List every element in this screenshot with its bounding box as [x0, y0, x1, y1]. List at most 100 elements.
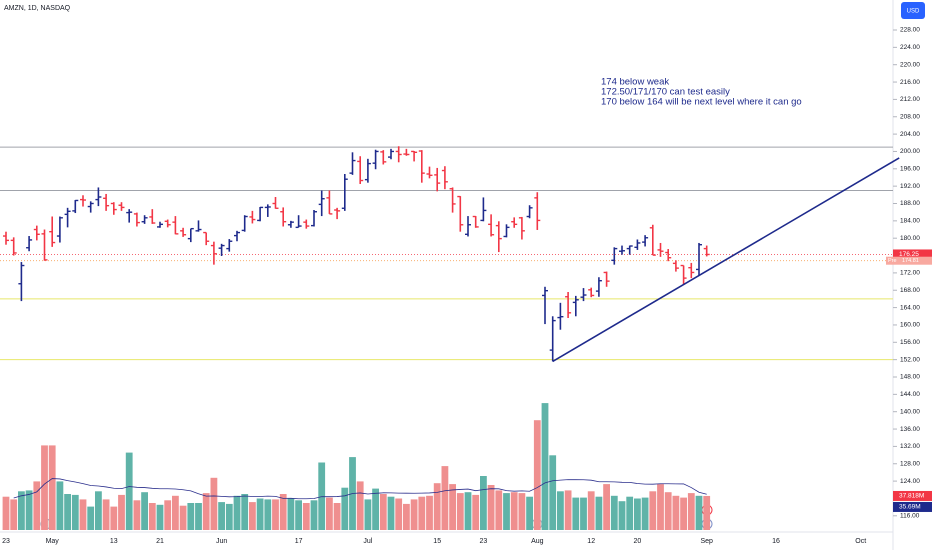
volume-bar: [25, 490, 33, 530]
volume-bar: [356, 481, 364, 530]
volume-bar: [503, 493, 510, 530]
volume-bar: [372, 488, 379, 530]
volume-bar: [141, 492, 148, 530]
volume-bar: [449, 484, 456, 530]
currency-button[interactable]: [901, 2, 925, 19]
symbol-title: AMZN, 1D, NASDAQ: [4, 5, 71, 12]
volume-bar: [179, 505, 187, 530]
volume-bar: [626, 496, 634, 530]
volume-bar: [364, 499, 372, 530]
y-tick-label: 196.00: [900, 166, 920, 173]
volume-bar: [295, 500, 302, 530]
x-tick-label: Jun: [216, 538, 227, 545]
volume-bar: [148, 503, 156, 530]
volume-bar: [495, 490, 503, 530]
y-tick-label: 208.00: [900, 113, 920, 120]
volume-bar: [64, 494, 71, 530]
volume-bar: [441, 466, 449, 530]
x-tick-label: 16: [772, 538, 780, 545]
y-tick-label: 144.00: [900, 391, 920, 398]
volume-bar: [541, 403, 549, 530]
y-tick-label: 140.00: [900, 408, 920, 415]
volume-bar: [41, 445, 48, 530]
x-tick-label: 20: [634, 538, 642, 545]
volume-bar: [133, 500, 141, 530]
y-tick-label: 180.00: [900, 235, 920, 242]
volume-bar: [518, 493, 526, 530]
volume-ma-label: 35.69M: [899, 504, 921, 511]
currency-label[interactable]: USD: [907, 9, 920, 15]
volume-bar: [287, 498, 295, 530]
volume-bar: [33, 481, 41, 530]
y-tick-label: 216.00: [900, 79, 920, 86]
trendline: [552, 157, 900, 363]
volume-bar: [480, 476, 487, 530]
x-tick-label: 21: [156, 538, 164, 545]
annotation-line: 170 below 164 will be next level where i…: [601, 97, 802, 108]
x-tick-label: Jul: [363, 538, 372, 545]
volume-bar: [241, 494, 249, 530]
volume-bar: [487, 485, 495, 530]
y-tick-label: 164.00: [900, 304, 920, 311]
volume-bar: [403, 503, 410, 530]
volume-bar: [302, 503, 310, 530]
y-tick-label: 184.00: [900, 218, 920, 225]
volume-bar: [564, 490, 572, 530]
volume-bar: [187, 503, 195, 530]
volume-bar: [680, 497, 687, 530]
volume-bar: [649, 491, 657, 530]
volume-bar: [533, 420, 541, 530]
volume-bar: [433, 483, 441, 530]
y-tick-label: 156.00: [900, 339, 920, 346]
volume-bar: [279, 494, 287, 530]
volume-bar: [341, 487, 349, 530]
y-tick-label: 168.00: [900, 287, 920, 294]
volume-bar: [71, 494, 79, 530]
volume-bar: [225, 503, 233, 530]
volume-bar: [657, 484, 664, 530]
volume-bar: [256, 498, 264, 530]
volume-ma-box: [893, 501, 932, 512]
volume-bar: [102, 499, 110, 530]
last-price-box: [893, 249, 932, 260]
volume-bar: [156, 504, 164, 530]
volume-bar: [264, 499, 272, 530]
x-tick-label: May: [46, 538, 60, 545]
volume-bar: [233, 495, 241, 530]
volume-bar: [387, 496, 395, 530]
y-tick-label: 192.00: [900, 183, 920, 190]
annotation: 174 below weak 172.50/171/170 can test e…: [601, 77, 802, 108]
y-tick-label: 172.00: [900, 270, 920, 277]
volume-bar: [618, 501, 626, 530]
y-tick-label: 116.00: [900, 513, 920, 520]
volume-bar: [10, 499, 18, 530]
volume-ma-line: [13, 478, 707, 500]
x-tick-label: 13: [110, 538, 118, 545]
volume-bar: [333, 503, 341, 530]
volume-bar: [48, 445, 56, 530]
y-tick-label: 128.00: [900, 460, 920, 467]
volume-bar: [672, 495, 680, 530]
volume-bar: [472, 494, 480, 530]
y-tick-label: 200.00: [900, 148, 920, 155]
y-tick-label: 136.00: [900, 426, 920, 433]
volume-bar: [210, 477, 218, 530]
annotation-line: 174 below weak: [601, 77, 669, 88]
volume-bar: [603, 484, 610, 530]
volume-bar: [164, 500, 172, 530]
volume-bar: [549, 455, 557, 530]
volume-bar: [695, 495, 703, 530]
pre-market-label: 174.81: [902, 258, 919, 264]
volume-bar: [218, 502, 225, 530]
volume-bar: [595, 496, 603, 530]
x-tick-label: Sep: [700, 538, 713, 545]
volume-bar: [195, 503, 202, 530]
last-price-label: 176.25: [899, 251, 919, 258]
volume-bar: [610, 495, 618, 530]
y-tick-label: 204.00: [900, 131, 920, 138]
pre-market-box: [886, 256, 932, 265]
pre-market-tag: Pre: [888, 258, 897, 264]
y-tick-label: 212.00: [900, 96, 920, 103]
volume-bar: [580, 497, 587, 530]
